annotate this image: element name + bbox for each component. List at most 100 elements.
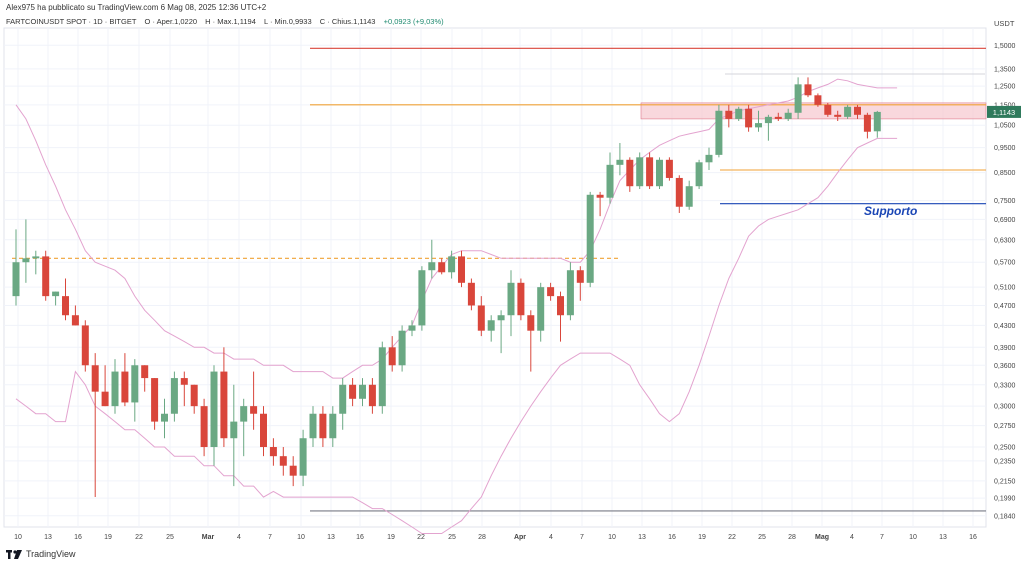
bollinger-lower-band [15,137,898,534]
candle-body [101,391,109,407]
y-tick-label: 1,5000 [994,43,1016,50]
candle-body [596,194,604,198]
y-tick-label: 0,3900 [994,345,1016,352]
x-tick-label: 28 [478,534,486,541]
x-tick-label: 13 [44,534,52,541]
candle-body [398,330,406,366]
candle-body [656,159,663,187]
x-tick-label: Mar [202,534,215,541]
y-tick-label: 0,2750 [994,423,1016,430]
y-tick-label: 0,2500 [994,445,1016,452]
candle-body [586,194,594,283]
x-tick-label: 13 [327,534,335,541]
y-tick-label: 0,3300 [994,382,1016,389]
candle-body [12,262,20,297]
ohlc-close: C · Chius.1,1143 [319,17,376,26]
candle-body [755,123,762,128]
candle-body [269,447,277,457]
candle-body [804,84,812,96]
y-tick-label: 0,5700 [994,260,1016,267]
candle-body [151,378,159,422]
candle-body [636,157,644,187]
candle-body [240,406,248,422]
candle-body [764,116,772,124]
candle-body [161,413,168,422]
plot-frame [3,27,987,528]
currency-label: USDT [994,19,1015,28]
support-label: Supporto [864,204,918,218]
y-tick-label: 0,2350 [994,458,1016,465]
candle-body [794,84,802,113]
y-tick-label: 0,8500 [994,170,1016,177]
x-tick-label: 4 [549,534,553,541]
x-tick-label: 7 [268,534,272,541]
ohlc-low: L · Min.0,9933 [263,17,312,26]
candle-body [42,256,50,297]
x-tick-label: 10 [909,534,917,541]
candle-body [487,320,495,331]
candle-body [705,154,713,163]
candle-body [824,104,832,115]
x-tick-label: Apr [514,534,526,541]
y-tick-label: 0,4700 [994,303,1016,310]
candle-body [844,106,852,117]
candle-body [814,95,822,105]
candle-body [497,315,505,321]
candle-body [378,347,386,407]
x-tick-label: 10 [297,534,305,541]
candle-body [52,291,60,297]
candle-body [230,421,238,439]
x-tick-label: 16 [356,534,364,541]
candle-body [715,110,723,155]
candle-body [250,406,258,414]
candle-body [309,413,317,439]
candle-body [725,110,733,119]
candle-body [527,315,535,331]
x-tick-label: 25 [166,534,174,541]
candle-body [576,270,584,283]
candle-body [477,305,485,331]
x-tick-label: 25 [448,534,456,541]
symbol-legend: FARTCOINUSDT SPOT · 1D · BITGET O · Aper… [6,17,450,26]
candle-body [428,262,436,271]
current-price-label: 1,1143 [993,108,1015,117]
candle-body [81,325,89,366]
candle-body [71,315,79,326]
brand-name: TradingView [26,549,76,559]
x-tick-label: 13 [638,534,646,541]
x-tick-label: 10 [608,534,616,541]
x-tick-label: 13 [939,534,947,541]
candle-body [834,114,842,117]
x-tick-label: Mag [815,534,829,541]
bollinger-upper-band [15,78,898,379]
y-tick-label: 0,6300 [994,237,1016,244]
candle-body [111,371,119,407]
y-tick-label: 0,1840 [994,513,1016,520]
y-tick-label: 0,2150 [994,478,1016,485]
y-tick-label: 1,3500 [994,66,1016,73]
symbol-name[interactable]: FARTCOINUSDT SPOT · 1D · BITGET [6,17,137,26]
candle-body [606,164,614,198]
candle-body [22,258,30,263]
tradingview-brand[interactable]: TradingView [6,549,76,559]
candle-body [566,270,574,316]
candle-body [517,282,525,316]
candle-body [408,325,416,331]
y-tick-label: 0,4300 [994,323,1016,330]
y-tick-label: 1,0500 [994,123,1016,130]
candle-body [695,162,703,187]
y-tick-label: 0,6900 [994,217,1016,224]
x-tick-label: 16 [668,534,676,541]
candle-body [784,112,792,119]
candle-body [180,378,188,385]
candle-body [873,111,881,132]
tradingview-logo-icon [6,549,22,559]
y-tick-label: 0,3600 [994,363,1016,370]
candle-body [626,159,634,187]
candle-body [32,256,40,259]
candle-body [131,365,139,403]
y-tick-label: 0,1990 [994,496,1016,503]
y-tick-label: 0,5100 [994,285,1016,292]
candle-body [200,406,208,448]
